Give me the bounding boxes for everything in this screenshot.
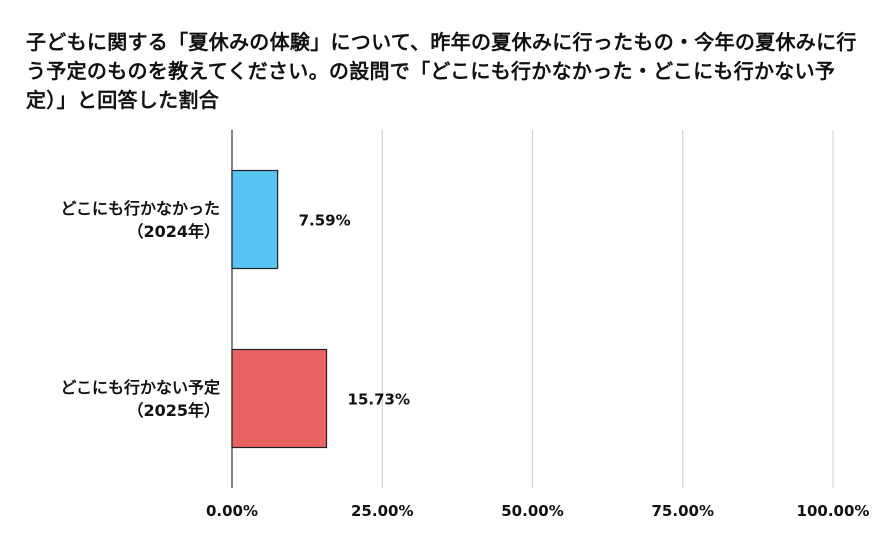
x-tick-label: 75.00% <box>652 502 714 520</box>
category-label: （2025年） <box>127 401 220 420</box>
x-tick-label: 25.00% <box>351 502 413 520</box>
category-label: （2024年） <box>127 222 220 241</box>
data-label: 15.73% <box>348 391 410 409</box>
category-label: どこにも行かなかった <box>60 199 220 218</box>
x-tick-label: 0.00% <box>206 502 258 520</box>
category-label: どこにも行かない予定 <box>60 378 220 397</box>
bar <box>231 348 328 449</box>
bar <box>231 169 279 270</box>
x-tick-label: 50.00% <box>501 502 563 520</box>
data-label: 7.59% <box>299 212 351 230</box>
x-tick-label: 100.00% <box>797 502 870 520</box>
chart-title: 子どもに関する「夏休みの体験」について、昨年の夏休みに行ったもの・今年の夏休みに… <box>26 30 857 112</box>
